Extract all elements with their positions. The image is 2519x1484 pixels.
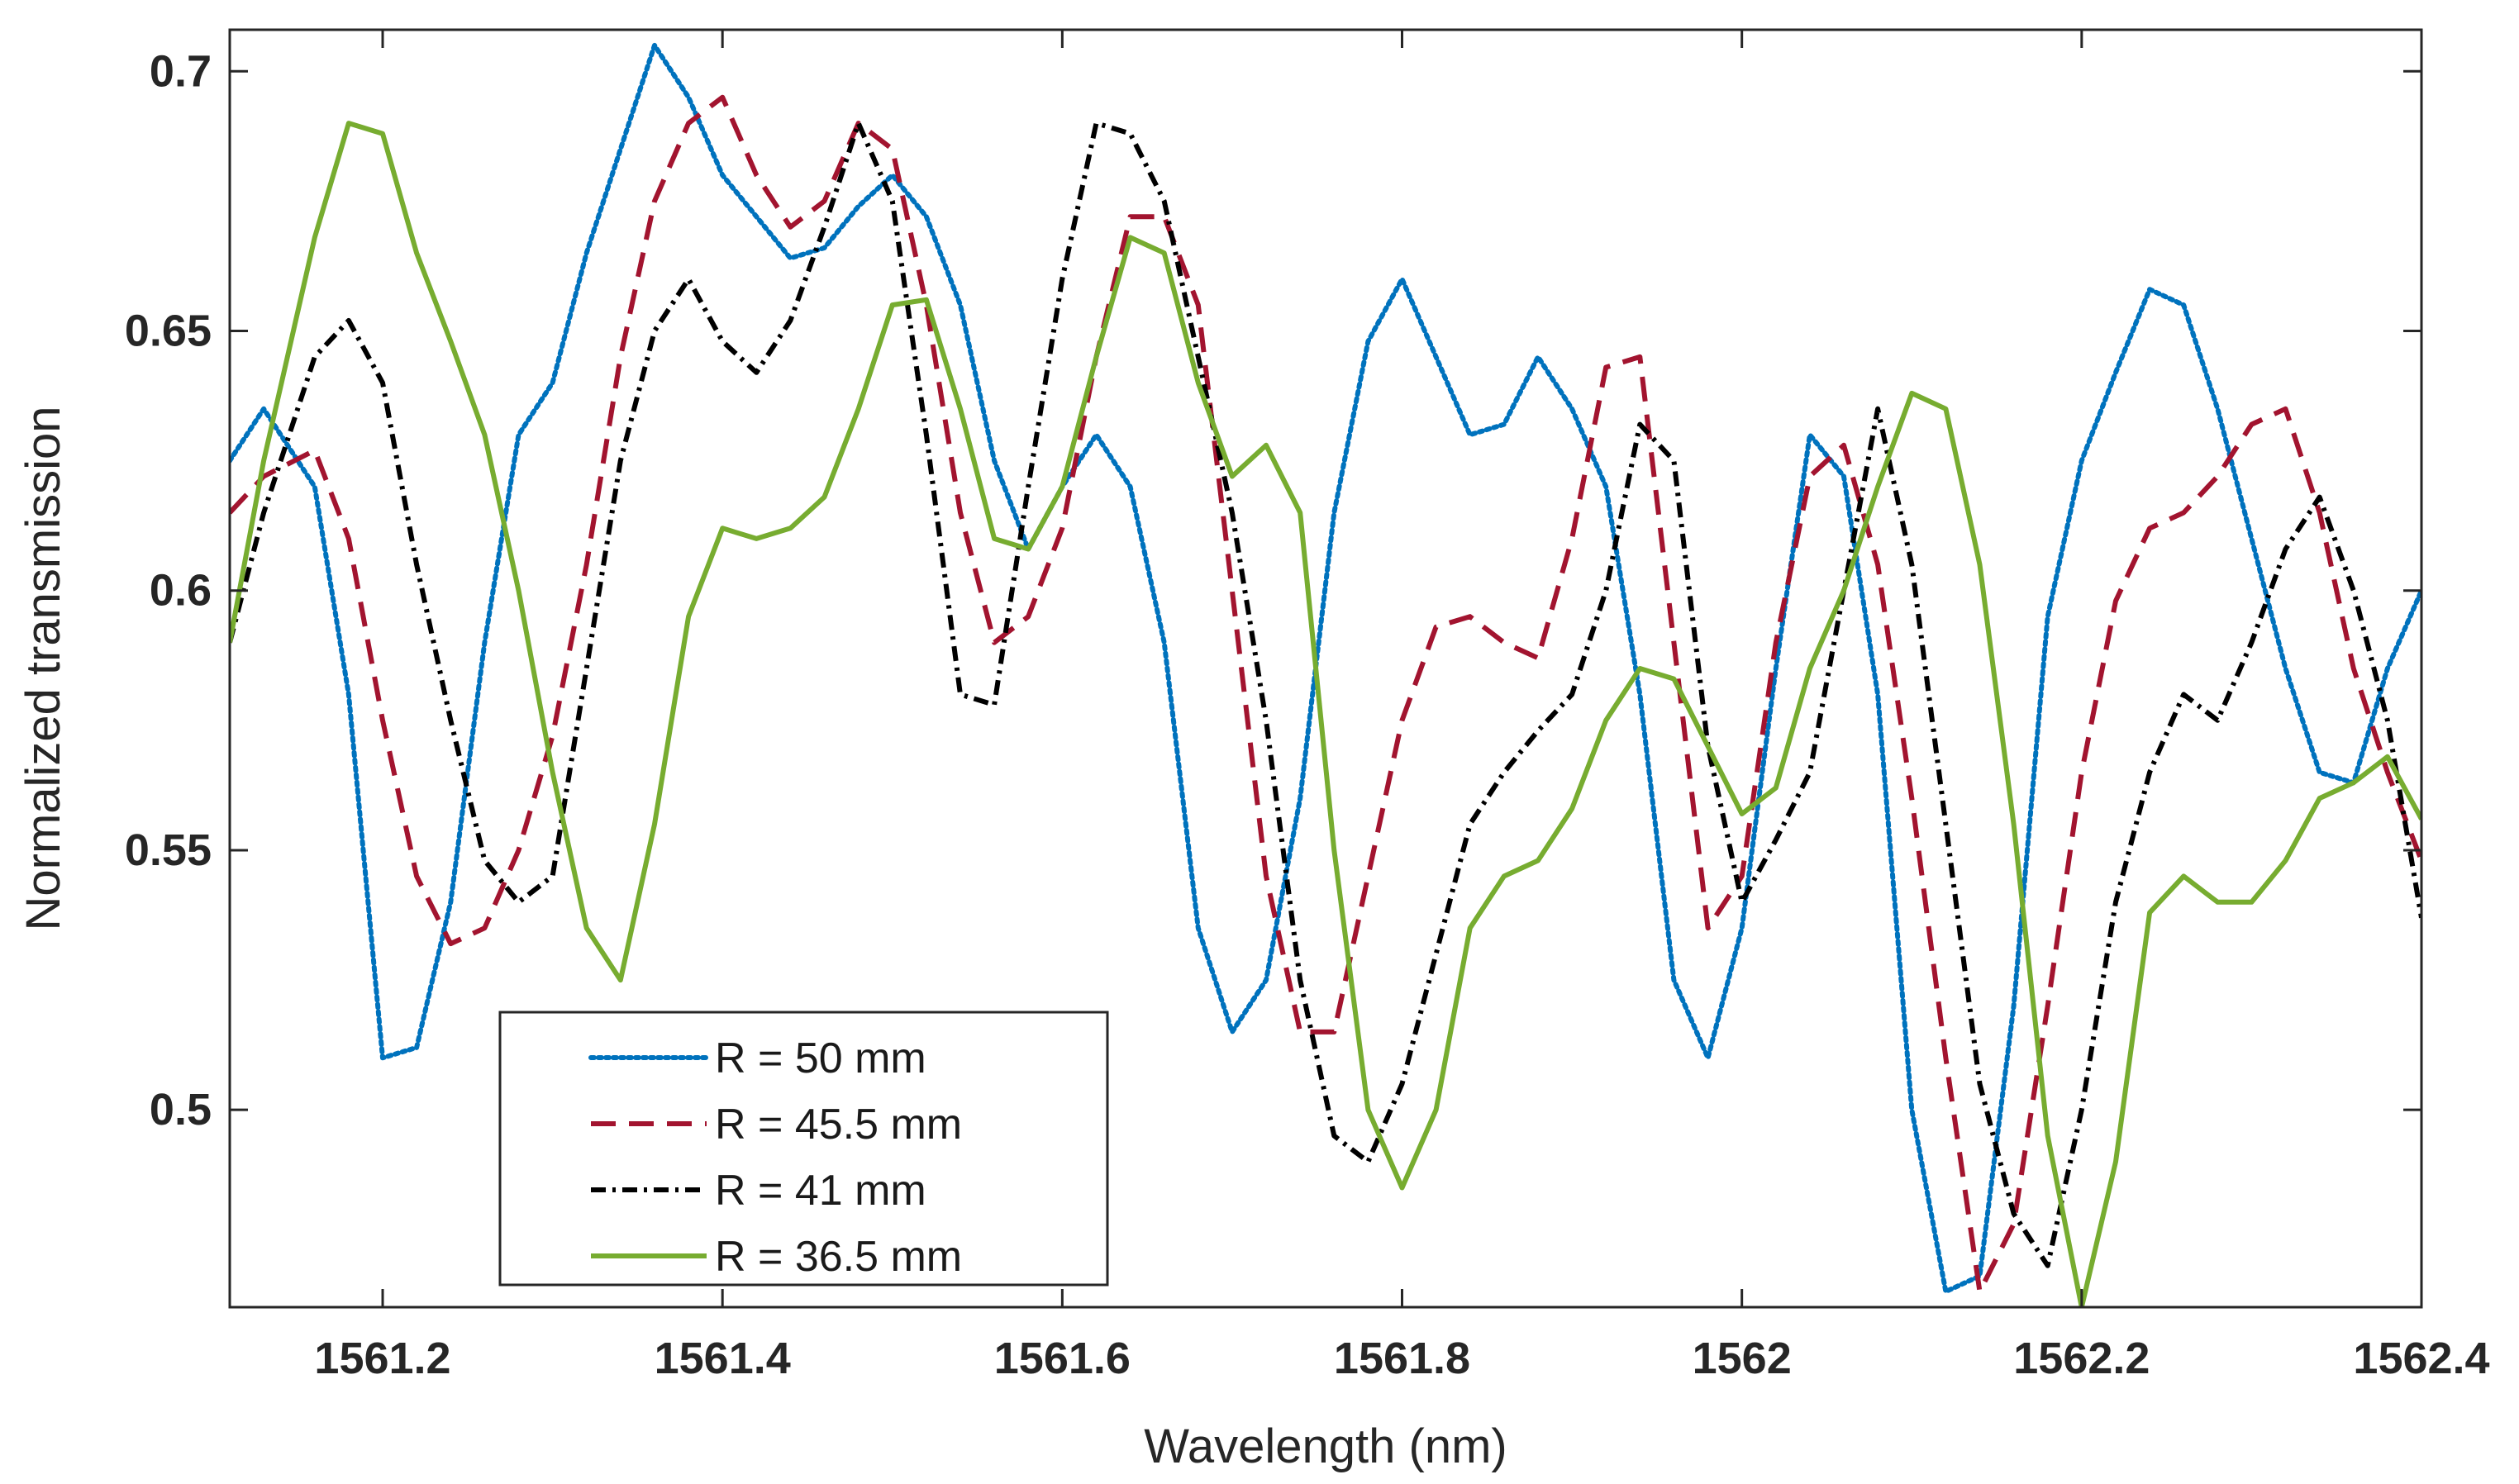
x-tick-label: 1562.4 [2353,1334,2489,1383]
series-layer [230,42,2421,1307]
y-tick-label: 0.55 [125,825,212,875]
series-line [230,121,2421,1268]
x-tick-label: 1562.2 [2013,1334,2150,1383]
x-tick-label: 1561.4 [655,1334,791,1383]
y-tick-label: 0.65 [125,307,212,356]
x-tick-label: 1561.8 [1334,1334,1470,1383]
series-line [230,121,2421,1307]
y-axis: 0.5 0.55 0.6 0.65 0.7 [125,46,2421,1134]
series-line [230,94,2421,1295]
x-tick-label: 1562 [1693,1334,1792,1383]
x-axis: 1561.2 1561.4 1561.6 1561.8 1562 1562.2 1562.4 [314,30,2490,1383]
legend-entries: R = 50 mm R = 45.5 mm R = 41 mm R = 36.5 mm [588,1035,962,1281]
y-tick-label: 0.7 [150,46,212,96]
legend-label: R = 36.5 mm [715,1233,962,1281]
y-tick-label: 0.5 [150,1085,212,1134]
legend-label: R = 50 mm [715,1035,926,1082]
x-tick-label: 1561.2 [314,1334,450,1383]
plot-frame [228,28,2423,1309]
series-line [230,42,2421,1295]
x-tick-label: 1561.6 [994,1334,1131,1383]
legend-label: R = 45.5 mm [715,1101,962,1149]
y-axis-label: Normalized transmission [17,407,70,931]
x-axis-label: Wavelength (nm) [1144,1420,1507,1473]
legend: R = 50 mm R = 45.5 mm R = 41 mm R = 36.5 mm [498,1011,1109,1287]
y-tick-label: 0.6 [150,566,212,616]
legend-label: R = 41 mm [715,1167,926,1215]
